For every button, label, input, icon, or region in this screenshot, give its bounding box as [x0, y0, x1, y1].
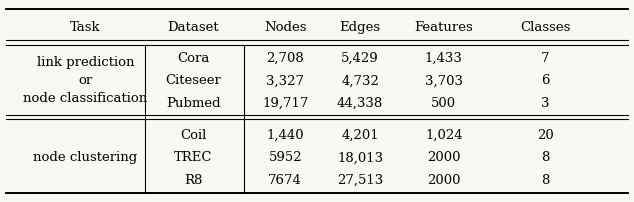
- Text: 4,201: 4,201: [341, 129, 379, 142]
- Text: Coil: Coil: [180, 129, 207, 142]
- Text: Cora: Cora: [177, 52, 210, 65]
- Text: 2,708: 2,708: [266, 52, 304, 65]
- Text: 8: 8: [541, 174, 550, 187]
- Text: 6: 6: [541, 74, 550, 87]
- Text: 8: 8: [541, 152, 550, 164]
- Text: Citeseer: Citeseer: [165, 74, 221, 87]
- Text: 1,433: 1,433: [425, 52, 463, 65]
- Text: node clustering: node clustering: [34, 152, 138, 164]
- Text: 1,440: 1,440: [266, 129, 304, 142]
- Text: 19,717: 19,717: [262, 97, 309, 109]
- Text: 3,703: 3,703: [425, 74, 463, 87]
- Text: 5,429: 5,429: [341, 52, 379, 65]
- Text: 27,513: 27,513: [337, 174, 383, 187]
- Text: Features: Features: [415, 21, 473, 34]
- Text: 44,338: 44,338: [337, 97, 383, 109]
- Text: 3,327: 3,327: [266, 74, 304, 87]
- Text: link prediction
or
node classification: link prediction or node classification: [23, 56, 148, 105]
- Text: 2000: 2000: [427, 152, 460, 164]
- Text: 2000: 2000: [427, 174, 460, 187]
- Text: Dataset: Dataset: [167, 21, 219, 34]
- Text: Classes: Classes: [520, 21, 571, 34]
- Text: 3: 3: [541, 97, 550, 109]
- Text: Edges: Edges: [340, 21, 380, 34]
- Text: 500: 500: [431, 97, 456, 109]
- Text: 18,013: 18,013: [337, 152, 383, 164]
- Text: Task: Task: [70, 21, 101, 34]
- Text: 4,732: 4,732: [341, 74, 379, 87]
- Text: 5952: 5952: [268, 152, 302, 164]
- Text: R8: R8: [184, 174, 202, 187]
- Text: Pubmed: Pubmed: [166, 97, 221, 109]
- Text: 20: 20: [537, 129, 553, 142]
- Text: 7: 7: [541, 52, 550, 65]
- Text: 1,024: 1,024: [425, 129, 463, 142]
- Text: 7674: 7674: [268, 174, 302, 187]
- Text: Nodes: Nodes: [264, 21, 307, 34]
- Text: TREC: TREC: [174, 152, 212, 164]
